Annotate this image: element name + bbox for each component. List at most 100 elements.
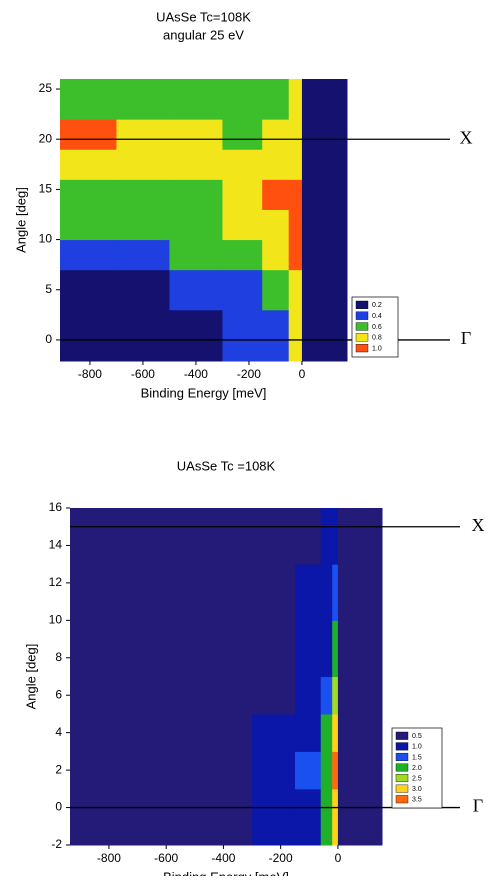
heatmap-cell [320,620,333,677]
heatmap-cell [166,564,253,621]
heatmap-cell [116,119,170,150]
heatmap-cell [116,309,170,362]
chart-title: UAsSe Tc=108K [156,9,251,24]
chart-title: UAsSe Tc =108K [177,458,276,473]
heatmap-cell [288,119,303,150]
heatmap-cell [320,788,333,846]
legend-swatch [355,333,369,342]
heatmap-cell [262,149,290,180]
heatmap-cell [288,309,303,362]
legend-swatch [395,763,409,772]
heatmap-cell [70,751,167,790]
y-tick-label: -2 [51,837,62,851]
heatmap-cell [222,179,263,210]
heatmap-cell [169,209,223,241]
heatmap-cell [262,309,290,362]
heatmap-cell [252,564,296,621]
heatmap-cell [332,751,339,790]
legend-swatch [395,795,409,804]
heatmap-cell [294,564,322,621]
legend-label: 0.8 [372,335,382,342]
heatmap-cell [222,79,263,120]
heatmap-cell [320,676,333,715]
heatmap-cell [301,149,348,180]
heatmap-cell [169,149,223,180]
x-tick-label: -800 [97,851,121,865]
heatmap-cell [252,676,296,715]
heatmap-cell [116,179,170,210]
x-tick-label: -600 [154,851,178,865]
heatmap-cell [70,508,167,565]
y-tick-label: 12 [49,575,63,589]
heatmap-cell [262,209,290,241]
heatmap-cell [169,269,223,311]
heatmap-cell [262,119,290,150]
heatmap-cell [116,79,170,120]
x-tick-label: -600 [131,367,155,381]
heatmap-cell [332,788,339,846]
heatmap-cell [166,751,253,790]
heatmap-cell [288,149,303,180]
legend-swatch [355,322,369,331]
legend-swatch [395,774,409,783]
heatmap-cell [294,620,322,677]
heatmap-cell [320,751,333,790]
heatmap-cell [294,713,322,752]
legend-swatch [395,742,409,751]
heatmap-cell [70,788,167,846]
heatmap-cell [60,119,117,150]
y-tick-label: 4 [55,725,62,739]
heatmap-cell [70,564,167,621]
y-tick-label: 14 [49,538,63,552]
heatmap-cell [166,508,253,565]
heatmap-cell [60,269,117,311]
x-axis-label: Binding Energy [meV] [163,869,289,876]
heatmap-cell [166,788,253,846]
y-tick-label: 10 [39,232,53,246]
heatmap-cell [166,713,253,752]
heatmap-cell [294,751,322,790]
heatmap-cell [169,179,223,210]
heatmap-cell [288,209,303,241]
heatmap-cell [294,508,322,565]
heatmap-cell [337,751,383,790]
heatmap-cell [169,119,223,150]
legend-label: 0.4 [372,313,382,320]
heatmap-cell [301,309,348,362]
heatmap-cell [301,239,348,271]
legend-swatch [395,752,409,761]
heatmap-cell [166,676,253,715]
legend-label: 1.0 [412,744,422,751]
y-tick-label: 2 [55,762,62,776]
heatmap-cell [332,620,339,677]
x-tick-label: 0 [335,851,342,865]
heatmap-cell [332,676,339,715]
legend-swatch [395,784,409,793]
heatmap-cell [320,713,333,752]
heatmap-cell [252,751,296,790]
heatmap-cell [301,209,348,241]
heatmap-cell [252,508,296,565]
heatmap-cell [262,239,290,271]
heatmap-cell [222,309,263,362]
annotation-label: Γ [473,796,483,816]
heatmap-cell [116,269,170,311]
annotation-label: Γ [461,328,471,348]
legend-swatch [355,344,369,353]
heatmap-cell [320,508,333,565]
x-tick-label: 0 [299,367,306,381]
y-tick-label: 5 [45,282,52,296]
y-tick-label: 0 [45,332,52,346]
legend-label: 0.5 [412,733,422,740]
x-tick-label: -800 [78,367,102,381]
heatmap-cell [116,149,170,180]
heatmap-cell [60,149,117,180]
heatmap-cell [70,676,167,715]
heatmap-cell [60,179,117,210]
legend-label: 1.5 [412,754,422,761]
heatmap-cell [169,309,223,362]
annotation-label: X [460,127,473,147]
heatmap-cell [337,713,383,752]
legend-label: 0.6 [372,324,382,331]
